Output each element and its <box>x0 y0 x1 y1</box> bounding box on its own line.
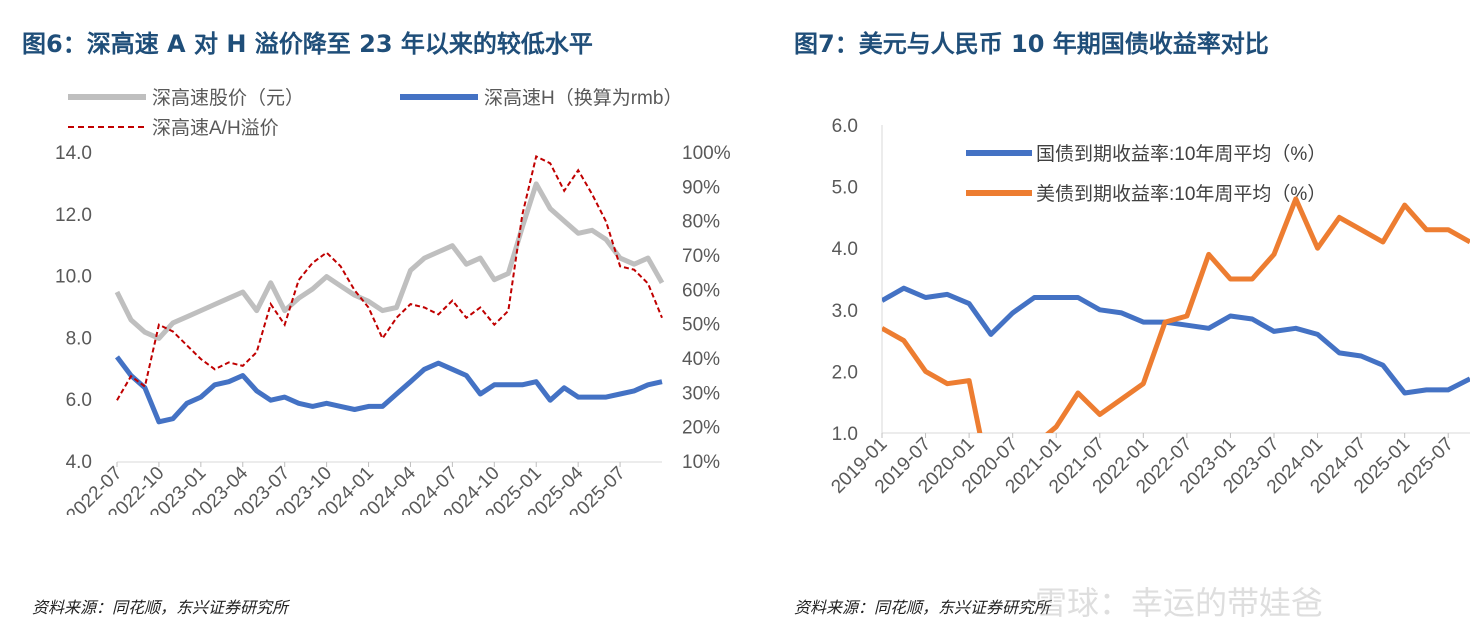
y-left-tick-label: 14.0 <box>55 143 92 164</box>
y-right-tick-label: 90% <box>682 177 720 198</box>
series-line-h-share-rmb <box>115 355 663 425</box>
left-chart: 深高速股价（元） 深高速H（换算为rmb） 深高速A/H溢价 4.0 6.0 8.0 10.… <box>55 87 730 515</box>
legend-label-1: 美债到期收益率:10年周平均（%） <box>1036 183 1326 205</box>
y-left-tick-label: 8.0 <box>66 328 92 349</box>
series-line-cn-10y <box>882 285 1470 396</box>
right-chart: 1.02.03.04.05.06.02019-012019-072020-012… <box>827 116 1471 498</box>
y-left-tick-label: 6.0 <box>66 390 92 411</box>
watermark: 雪球：幸运的带娃爸 <box>1035 584 1324 622</box>
y-right-tick-label: 40% <box>682 349 720 370</box>
y-left-tick-label: 12.0 <box>55 205 92 226</box>
y-right-tick-label: 70% <box>682 246 720 267</box>
y-right-tick-label: 20% <box>682 418 720 439</box>
right-panel: 图7：美元与人民币 10 年期国债收益率对比 1.0 2.0 3.0 4.0 5.0 6.… <box>780 0 1477 643</box>
legend-label-1: 深高速H（换算为rmb） <box>484 87 682 109</box>
y-right-tick-label: 100% <box>682 143 730 164</box>
legend-label-2: 深高速A/H溢价 <box>152 117 279 139</box>
y-left-tick-label: 4.0 <box>66 452 92 473</box>
y-right-tick-label: 60% <box>682 280 720 301</box>
y-right-tick-label: 80% <box>682 212 720 233</box>
y-tick-label: 5.0 <box>832 178 858 199</box>
y-tick-label: 1.0 <box>832 424 858 445</box>
legend-label-0: 国债到期收益率:10年周平均（%） <box>1036 143 1326 165</box>
series-line-ah-premium <box>116 154 663 401</box>
series-line-us-10y <box>882 196 1470 433</box>
y-tick-label: 3.0 <box>832 301 858 322</box>
y-left-tick-label: 10.0 <box>55 267 92 288</box>
y-tick-label: 6.0 <box>832 116 858 137</box>
left-source: 资料来源：同花顺，东兴证券研究所 <box>32 598 289 617</box>
legend-label-0: 深高速股价（元） <box>152 87 304 109</box>
right-source: 资料来源：同花顺，东兴证券研究所 <box>794 598 1051 617</box>
y-right-tick-label: 10% <box>682 452 720 473</box>
y-tick-label: 4.0 <box>832 239 858 260</box>
right-chart-title: 图7：美元与人民币 10 年期国债收益率对比 <box>794 30 1269 58</box>
left-chart-title: 图6：深高速 A 对 H 溢价降至 23 年以来的较低水平 <box>22 30 593 58</box>
left-panel: 图6：深高速 A 对 H 溢价降至 23 年以来的较低水平 深高速股价（元） 深高… <box>0 0 730 643</box>
series-line-a-share-price <box>114 181 665 341</box>
y-right-tick-label: 30% <box>682 383 720 404</box>
y-tick-label: 2.0 <box>832 362 858 383</box>
y-right-tick-label: 50% <box>682 315 720 336</box>
